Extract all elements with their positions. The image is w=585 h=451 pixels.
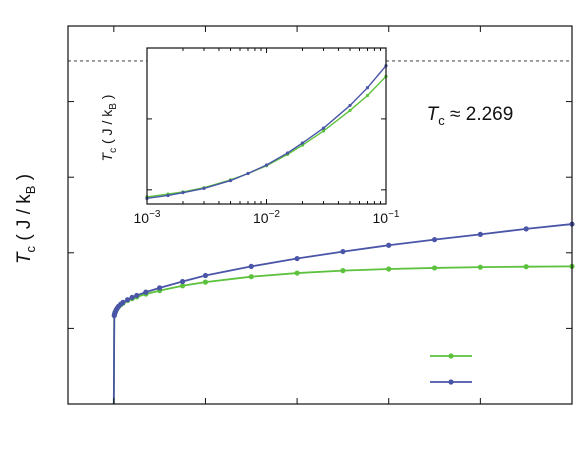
data-point-model-1 (202, 279, 209, 285)
inset-y-axis-title-sub: c (108, 148, 119, 153)
data-point-model-2 (294, 255, 300, 262)
inset-background (147, 48, 386, 204)
y-axis-title-symbol: T (14, 251, 35, 264)
inset-x-tick-label: 10−1 (373, 209, 400, 226)
inset-data-point-model-2 (365, 86, 370, 90)
inset-y-axis-title-symbol: T (99, 151, 115, 161)
y-axis-title-close: ) (14, 174, 35, 186)
data-point-model-2 (143, 289, 149, 295)
inset-y-axis-title-units: ( J / k (99, 109, 115, 148)
data-point-model-2 (523, 226, 529, 232)
data-point-model-1 (248, 274, 254, 280)
inset-x-tick-base: 10 (134, 210, 150, 226)
inset-x-tick-exp: −2 (269, 209, 281, 220)
inset-y-axis-title-close: ) (99, 95, 115, 104)
inset-x-tick-label: 10−3 (134, 209, 161, 226)
data-point-model-1 (431, 265, 438, 271)
legend-marker-model-2 (448, 379, 454, 385)
inset-data-point-model-2 (228, 179, 233, 183)
annotation-tc: Tc ≈ 2.269 (427, 104, 514, 128)
annotation-tc-sub: c (438, 113, 445, 128)
inset-data-point-model-2 (166, 193, 170, 198)
inset-x-tick-base: 10 (373, 210, 389, 226)
y-axis-title-units-sub: B (23, 186, 38, 195)
inset-x-tick-label: 10−2 (253, 209, 280, 226)
annotation-tc-value: ≈ 2.269 (445, 104, 514, 125)
y-axis-title: Tc ( J / kB ) (14, 174, 38, 264)
data-point-model-2 (477, 231, 483, 237)
legend-marker-model-1 (448, 353, 454, 359)
data-point-model-2 (386, 242, 392, 248)
inset-data-point-model-2 (348, 103, 352, 108)
inset-data-point-model-2 (300, 141, 305, 145)
inset-data-point-model-1 (321, 129, 326, 133)
data-point-model-2 (120, 299, 126, 305)
inset-y-axis-title: Tc ( J / kB ) (99, 95, 119, 162)
data-point-model-1 (477, 264, 483, 270)
data-point-model-2 (431, 237, 438, 243)
inset-x-tick-exp: −3 (149, 209, 161, 220)
inset-data-point-model-2 (202, 186, 206, 190)
inset-data-point-model-2 (181, 191, 185, 195)
data-point-model-2 (129, 294, 135, 301)
inset-data-point-model-2 (321, 126, 326, 130)
annotation-tc-symbol: T (427, 104, 440, 125)
data-point-model-2 (248, 263, 254, 270)
data-point-model-1 (386, 266, 392, 272)
data-point-model-1 (179, 283, 186, 289)
data-point-model-2 (134, 292, 140, 299)
inset-data-point-model-1 (348, 108, 352, 112)
inset-x-tick-exp: −1 (388, 209, 400, 220)
data-point-model-2 (157, 285, 163, 291)
data-point-model-1 (294, 270, 300, 276)
data-point-model-1 (523, 264, 529, 270)
plot-frame (67, 25, 573, 405)
inset-data-point-model-2 (285, 151, 290, 155)
inset-data-point-model-2 (264, 163, 269, 167)
data-point-model-1 (340, 268, 346, 274)
data-point-model-2 (202, 272, 209, 279)
y-axis-title-sub: c (23, 245, 38, 252)
inset-data-point-model-2 (246, 171, 250, 176)
inset-y-axis-title-units-sub: B (108, 103, 119, 110)
data-point-model-2 (179, 278, 186, 285)
inset-x-tick-base: 10 (253, 210, 269, 226)
inset-data-point-model-1 (365, 93, 370, 98)
data-point-model-2 (340, 248, 346, 255)
y-axis-title-units: ( J / k (14, 194, 35, 246)
data-point-model-2 (124, 297, 131, 303)
